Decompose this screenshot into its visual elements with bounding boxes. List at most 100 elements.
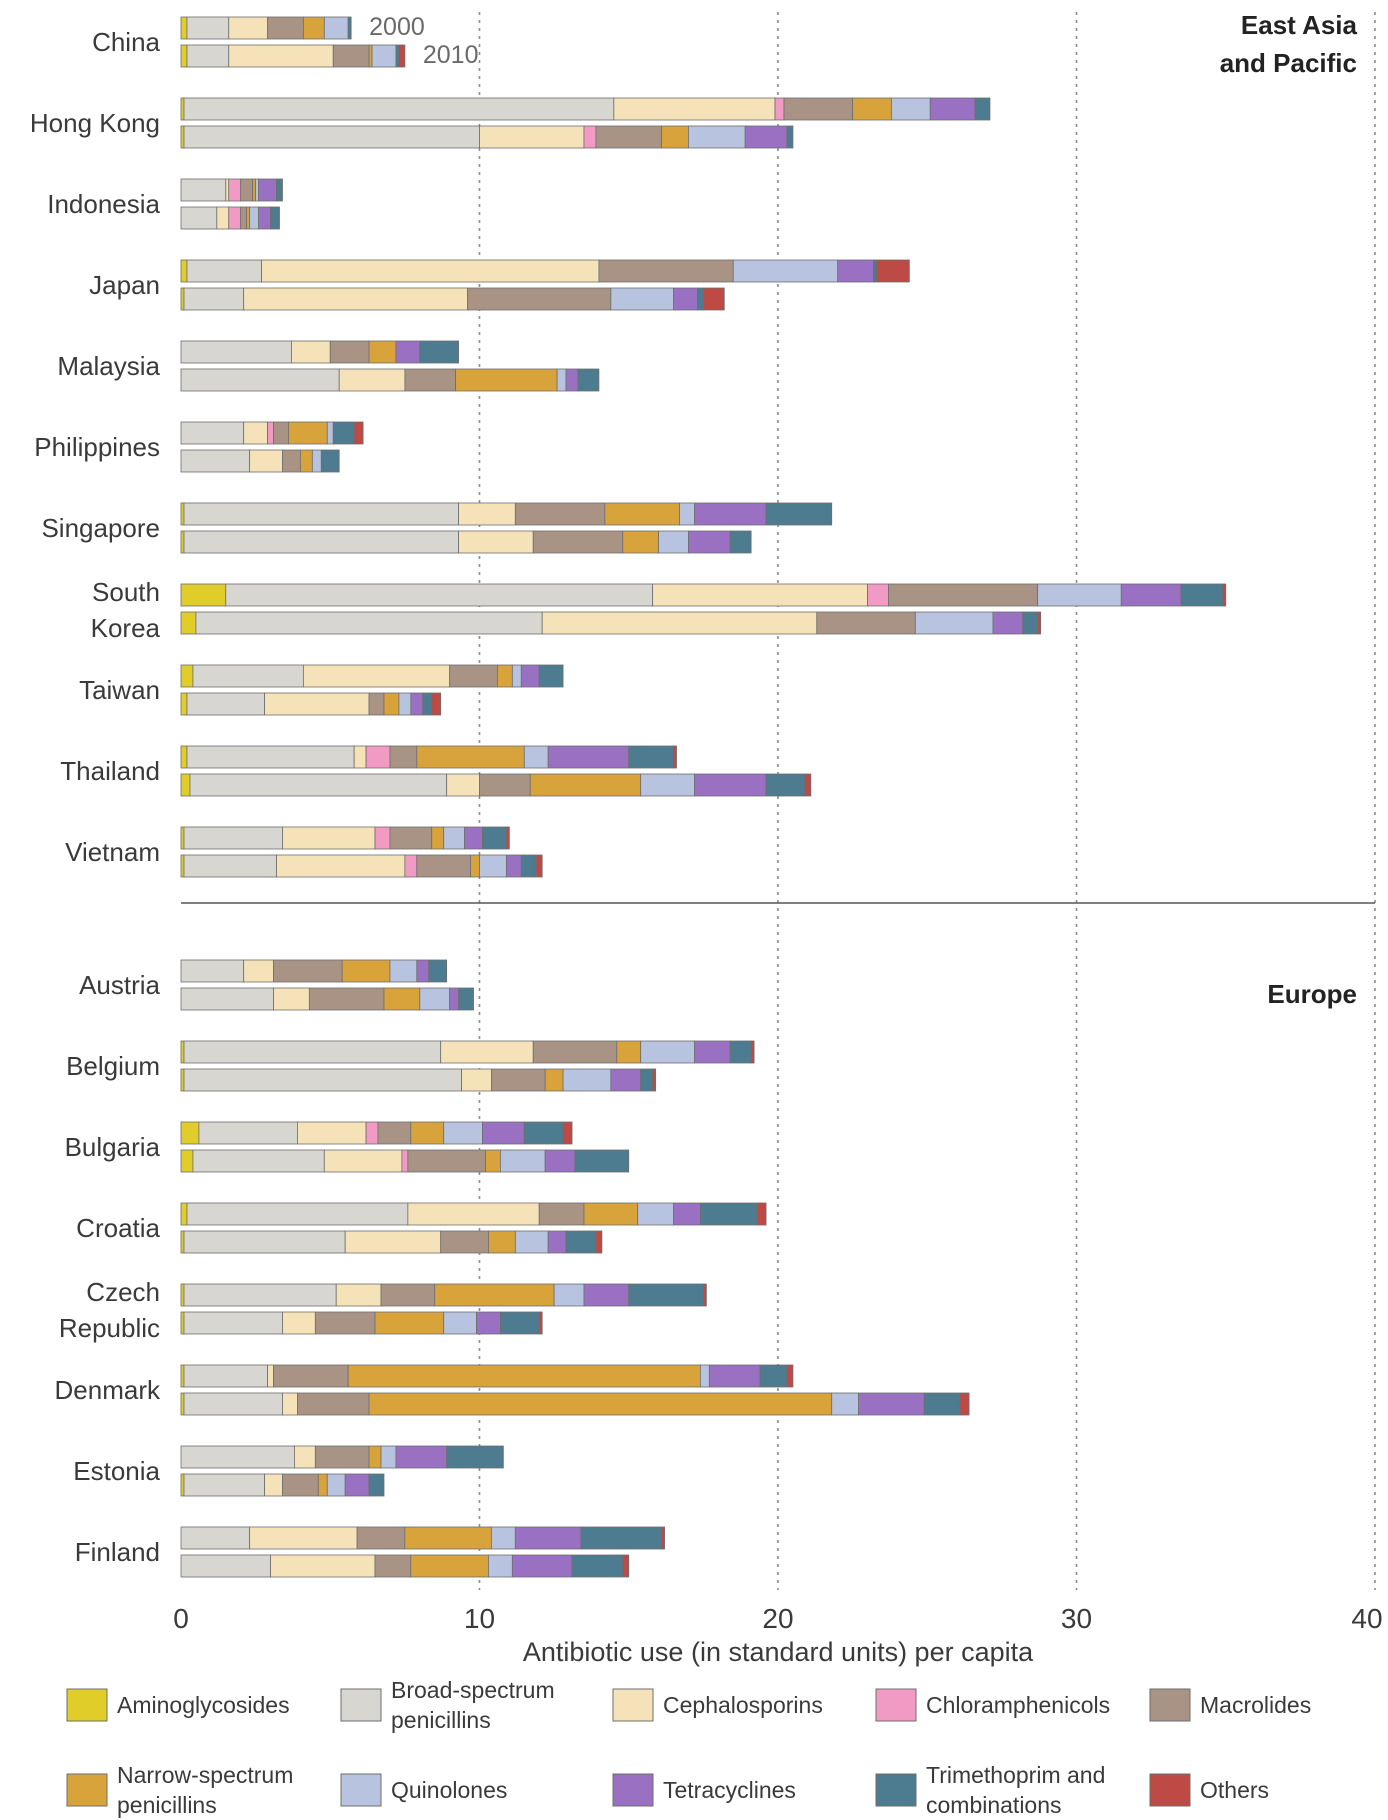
- bar-segment: [1120, 583, 1182, 607]
- bar-segment: [440, 1230, 489, 1254]
- bar-segment: [297, 1121, 367, 1145]
- bar-segment: [270, 1554, 376, 1578]
- bar-segment: [580, 1526, 662, 1550]
- bar-segment: [192, 1149, 325, 1173]
- bar-segment: [183, 287, 245, 311]
- bar-segment: [1037, 583, 1122, 607]
- bar-segment: [183, 1230, 346, 1254]
- bar-segment: [583, 1202, 639, 1226]
- bar-segment: [455, 368, 558, 392]
- bar-segment: [368, 1392, 833, 1416]
- bar-segment: [858, 1392, 925, 1416]
- legend-label: Narrow-spectrum penicillins: [117, 1762, 293, 1818]
- bar-segment: [765, 773, 806, 797]
- bar-segment: [729, 530, 752, 554]
- bar-segment: [180, 1364, 185, 1388]
- bar-segment: [368, 1445, 382, 1469]
- bar-segment: [637, 1202, 674, 1226]
- x-tick-label: 0: [173, 1603, 189, 1634]
- bar-segment: [688, 125, 746, 149]
- bar-segment: [1222, 583, 1227, 607]
- bar-segment: [183, 1040, 442, 1064]
- bar-segment: [577, 368, 600, 392]
- bar-segment: [499, 1149, 546, 1173]
- bar-segment: [562, 1121, 573, 1145]
- bar-segment: [282, 1311, 316, 1335]
- legend-swatch: [875, 1688, 917, 1722]
- bar-segment: [929, 97, 976, 121]
- bar-segment: [538, 1311, 543, 1335]
- bar-segment: [332, 421, 355, 445]
- legend-swatch: [612, 1688, 654, 1722]
- bar-segment: [389, 826, 433, 850]
- bar-segment: [326, 421, 334, 445]
- bar-segment: [482, 826, 507, 850]
- category-label: Indonesia: [47, 189, 160, 219]
- legend-swatch: [612, 1773, 654, 1807]
- bar-segment: [228, 44, 334, 68]
- bar-segment: [323, 16, 349, 40]
- bar-segment: [183, 1473, 265, 1497]
- category-label: Hong Kong: [30, 108, 160, 138]
- bar-segment: [482, 1121, 525, 1145]
- bar-segment: [249, 206, 260, 230]
- bar-segment: [261, 259, 600, 283]
- category-label: Belgium: [66, 1051, 160, 1081]
- bar-segment: [344, 1230, 442, 1254]
- bar-segment: [353, 421, 364, 445]
- bar-segment: [410, 1121, 445, 1145]
- bar-segment: [180, 178, 227, 202]
- bar-segment: [267, 421, 274, 445]
- bar-segment: [404, 854, 418, 878]
- bar-segment: [446, 1445, 504, 1469]
- bar-segment: [326, 1473, 346, 1497]
- bar-segment: [183, 1311, 283, 1335]
- bar-segment: [891, 97, 931, 121]
- bar-segment: [347, 1364, 701, 1388]
- bar-segment: [404, 368, 457, 392]
- bar-segment: [338, 368, 406, 392]
- bar-segment: [377, 1121, 412, 1145]
- bar-segment: [688, 530, 731, 554]
- year-label-2010: 2010: [423, 41, 479, 69]
- bar-segment: [180, 1311, 185, 1335]
- bar-segment: [434, 1283, 555, 1307]
- legend-swatch: [340, 1773, 382, 1807]
- bar-segment: [264, 1473, 283, 1497]
- bar-segment: [699, 1202, 758, 1226]
- bar-segment: [583, 1283, 630, 1307]
- bar-segment: [661, 1526, 665, 1550]
- bar-segment: [374, 1311, 445, 1335]
- bar-segment: [267, 16, 304, 40]
- bar-segment: [186, 745, 355, 769]
- bar-segment: [479, 854, 507, 878]
- x-tick-label: 30: [1061, 1603, 1092, 1634]
- bar-segment: [556, 368, 567, 392]
- legend-label: Others: [1200, 1777, 1269, 1803]
- bar-segment: [180, 502, 185, 526]
- bar-segment: [565, 1230, 597, 1254]
- bar-segment: [1022, 611, 1039, 635]
- bar-segment: [407, 1149, 486, 1173]
- bar-segment: [750, 1040, 755, 1064]
- bar-segment: [180, 826, 185, 850]
- bar-segment: [867, 583, 889, 607]
- bar-segment: [192, 664, 304, 688]
- bar-segment: [532, 1040, 618, 1064]
- bar-segment: [180, 583, 227, 607]
- bar-segment: [186, 1202, 409, 1226]
- bar-segment: [347, 16, 352, 40]
- bar-segment: [225, 178, 230, 202]
- bar-segment: [180, 987, 274, 1011]
- bar-segment: [276, 178, 283, 202]
- bar-segment: [246, 206, 251, 230]
- bar-segment: [180, 1202, 188, 1226]
- bar-segment: [729, 1040, 752, 1064]
- bar-segment: [652, 1068, 657, 1092]
- bar-segment: [195, 611, 543, 635]
- category-label: Malaysia: [57, 351, 160, 381]
- bar-segment: [383, 692, 400, 716]
- category-label: Thailand: [60, 756, 160, 786]
- bar-segment: [661, 125, 689, 149]
- bar-segment: [270, 206, 280, 230]
